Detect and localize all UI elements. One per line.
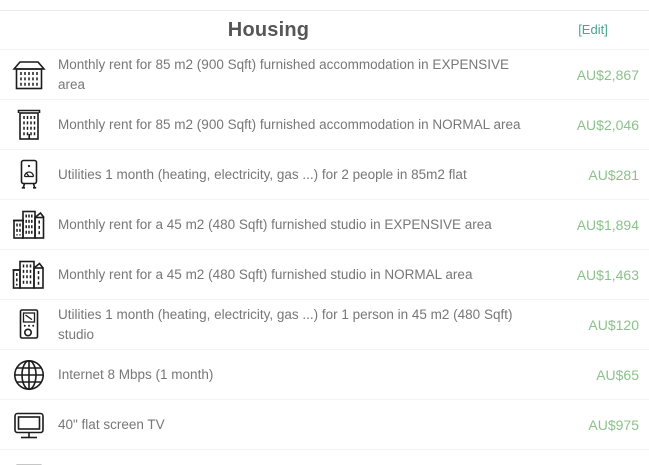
utility-meter-icon xyxy=(0,307,58,343)
city-buildings-2-icon xyxy=(0,257,58,293)
globe-icon xyxy=(0,357,58,393)
item-price: AU$2,867 xyxy=(576,66,639,83)
item-description: 40" flat screen TV xyxy=(58,416,165,432)
table-row: 40" flat screen TV AU$975 xyxy=(0,399,649,449)
table-row: Utilities 1 month (heating, electricity,… xyxy=(0,299,649,349)
water-heater-icon xyxy=(0,157,58,193)
item-description: Utilities 1 month (heating, electricity,… xyxy=(58,306,513,342)
item-description: Monthly rent for 85 m2 (900 Sqft) furnis… xyxy=(58,116,521,132)
table-row: Monthly rent for a 45 m2 (480 Sqft) furn… xyxy=(0,199,649,249)
item-description: Monthly rent for a 45 m2 (480 Sqft) furn… xyxy=(58,266,473,282)
item-price: AU$1,463 xyxy=(576,266,639,283)
section-title: Housing xyxy=(227,18,310,41)
item-price: AU$975 xyxy=(588,416,639,433)
table-row: Monthly rent for a 45 m2 (480 Sqft) furn… xyxy=(0,249,649,299)
tall-building-icon xyxy=(0,107,58,143)
item-description: Internet 8 Mbps (1 month) xyxy=(58,366,214,382)
item-price: AU$2,046 xyxy=(576,116,639,133)
table-header: Housing [Edit] xyxy=(0,11,649,49)
item-description: Monthly rent for 85 m2 (900 Sqft) furnis… xyxy=(58,56,509,92)
apartment-building-icon xyxy=(0,57,58,93)
table-row: Internet 8 Mbps (1 month) AU$65 xyxy=(0,349,649,399)
item-price: AU$120 xyxy=(588,316,639,333)
item-price: AU$65 xyxy=(596,366,639,383)
city-buildings-icon xyxy=(0,207,58,243)
item-description: Utilities 1 month (heating, electricity,… xyxy=(58,166,467,182)
edit-cell: [Edit] xyxy=(537,21,649,39)
tv-icon xyxy=(0,407,58,443)
item-price: AU$1,894 xyxy=(576,216,639,233)
microwave-icon xyxy=(0,457,58,465)
table-row: Monthly rent for 85 m2 (900 Sqft) furnis… xyxy=(0,99,649,149)
table-row: Utilities 1 month (heating, electricity,… xyxy=(0,149,649,199)
edit-link[interactable]: [Edit] xyxy=(578,22,608,37)
table-row: Microwave 800/900 Watt (Bosch, Panasonic… xyxy=(0,449,649,465)
item-price: AU$281 xyxy=(588,166,639,183)
item-description: Monthly rent for a 45 m2 (480 Sqft) furn… xyxy=(58,216,492,232)
table-row: Monthly rent for 85 m2 (900 Sqft) furnis… xyxy=(0,49,649,99)
housing-table: Housing [Edit] Monthly rent for 85 m2 (9… xyxy=(0,10,649,465)
